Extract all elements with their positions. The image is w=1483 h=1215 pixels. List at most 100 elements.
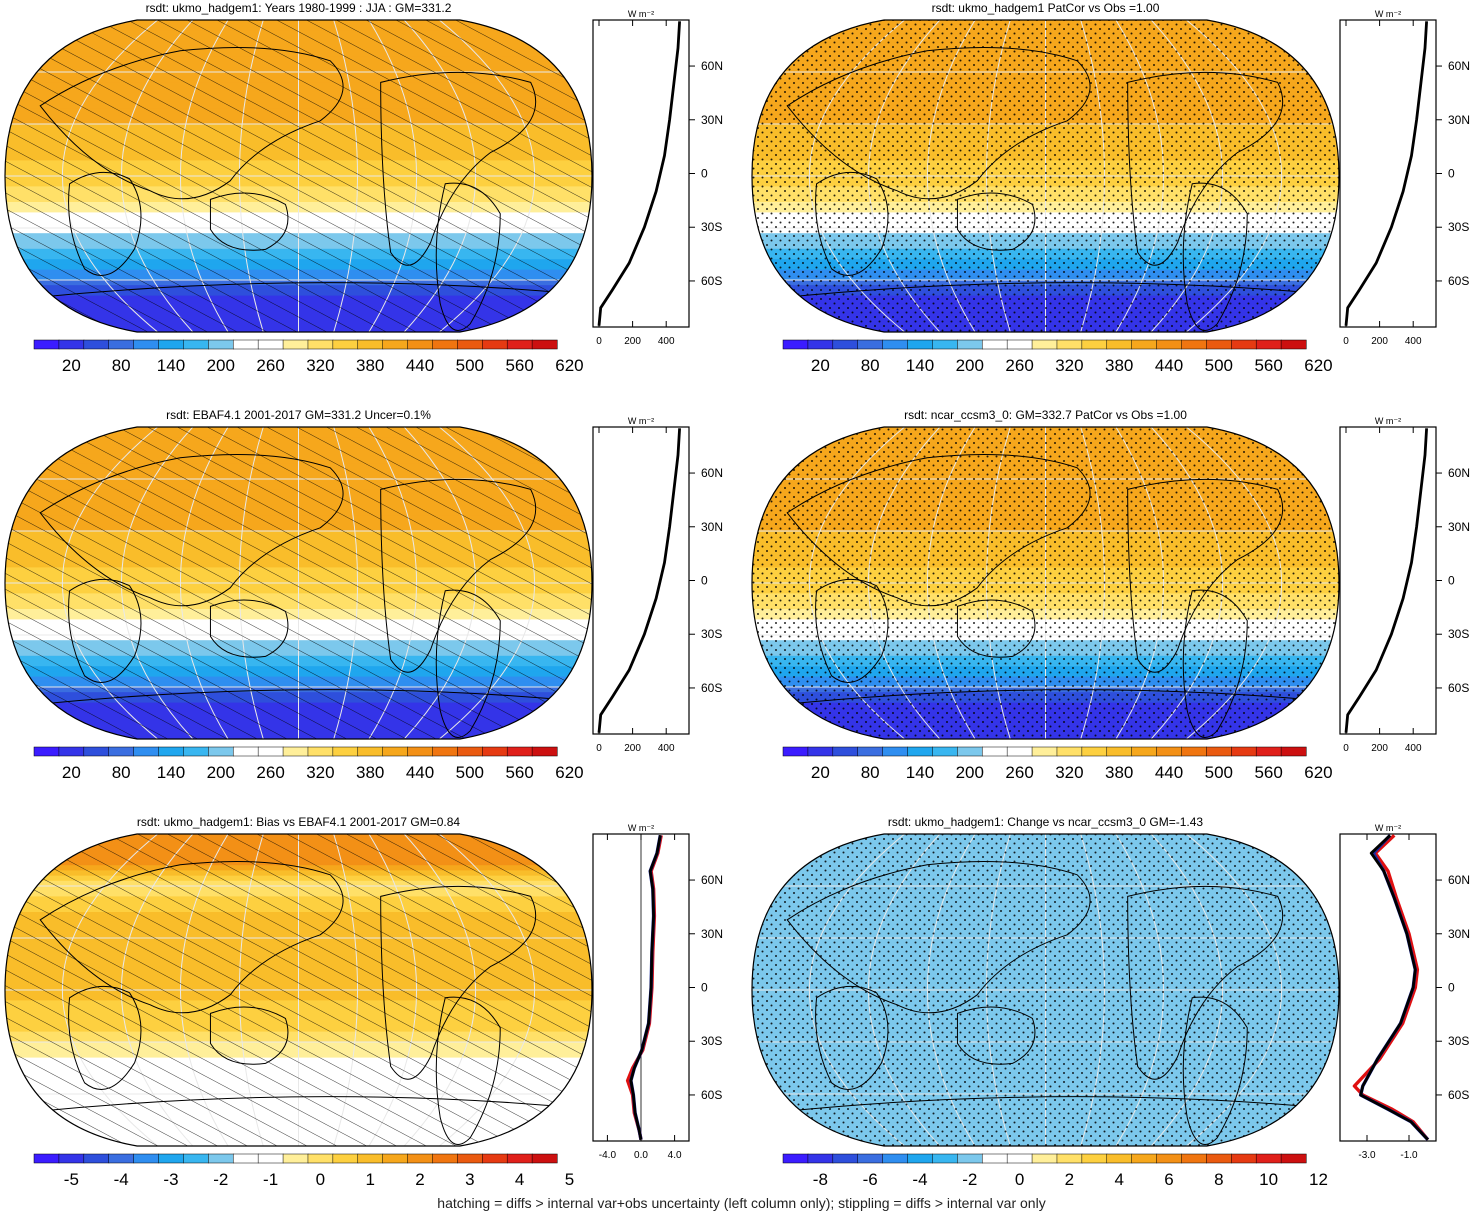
lat-tick-label: 0: [1448, 167, 1455, 181]
colorbar-swatch: [282, 339, 309, 350]
lat-tick-label: 30S: [701, 1034, 722, 1048]
colorbar-label: 200: [956, 356, 984, 375]
colorbar-label: 200: [956, 763, 984, 782]
colorbar-swatch: [1181, 746, 1207, 757]
colorbar-swatch: [981, 1153, 1008, 1164]
lat-tick-label: 30S: [701, 627, 722, 641]
colorbar-swatch: [932, 1153, 958, 1164]
colorbar-swatch: [1006, 746, 1033, 757]
colorbar-swatch: [232, 746, 259, 757]
colorbar-label: 500: [1205, 356, 1233, 375]
colorbar-swatch: [208, 746, 234, 757]
colorbar-swatch: [907, 1153, 933, 1164]
colorbar-swatch: [307, 1153, 334, 1164]
colorbar-swatch: [83, 1153, 110, 1164]
panel-2: rsdt: ukmo_hadgem1 PatCor vs Obs =1.00 20…: [751, 1, 1470, 375]
colorbar-label: 140: [906, 763, 934, 782]
colorbar-swatch: [357, 746, 384, 757]
coastline: [956, 599, 1036, 658]
colorbar-label: 80: [112, 763, 131, 782]
x-tick-label: 400: [1405, 743, 1422, 754]
colorbar-label: 260: [1005, 763, 1033, 782]
map: [5, 427, 592, 739]
coastline: [956, 1006, 1036, 1065]
lat-tick-label: 60N: [701, 466, 723, 480]
lat-tick-label: 30S: [1448, 627, 1469, 641]
lat-tick-label: 60N: [701, 59, 723, 73]
colorbar-swatch: [882, 1153, 909, 1164]
colorbar-swatch: [1056, 1153, 1083, 1164]
colorbar-label: 260: [256, 763, 284, 782]
colorbar-swatch: [782, 746, 809, 757]
colorbar-label: 260: [256, 356, 284, 375]
hatching-overlay: [5, 427, 592, 739]
panel-title: rsdt: ukmo_hadgem1 PatCor vs Obs =1.00: [932, 1, 1160, 15]
colorbar-swatch: [981, 746, 1008, 757]
panel-title: rsdt: ukmo_hadgem1: Years 1980-1999 : JJ…: [146, 1, 452, 15]
map-outline: [4, 833, 593, 1147]
lat-tick-label: 0: [1448, 981, 1455, 995]
colorbar-swatch: [782, 339, 809, 350]
profile-line: [597, 21, 681, 326]
coastline: [39, 860, 344, 1014]
zonal-profile: W m⁻² 60N 30N 0 30S 60S 0 200 400: [1339, 416, 1470, 754]
colorbar-swatch: [957, 746, 983, 757]
colorbar-swatch: [133, 339, 160, 350]
colorbar-swatch: [506, 1153, 533, 1164]
colorbar-label: -1: [263, 1170, 278, 1189]
colorbar-swatch: [1106, 746, 1133, 757]
coastline: [209, 599, 289, 658]
lat-tick-label: 60S: [701, 681, 722, 695]
map-outline: [4, 19, 593, 333]
panel-5: rsdt: ukmo_hadgem1: Bias vs EBAF4.1 2001…: [4, 815, 723, 1189]
lat-tick-label: 30N: [1448, 520, 1470, 534]
lat-tick-label: 0: [1448, 574, 1455, 588]
colorbar-swatch: [1056, 746, 1083, 757]
colorbar-swatch: [58, 1153, 85, 1164]
map: [5, 834, 592, 1146]
colorbar-label: 3: [465, 1170, 474, 1189]
coastline: [815, 578, 889, 683]
colorbar-swatch: [1006, 339, 1033, 350]
colorbar-swatch: [33, 1153, 60, 1164]
map-outline: [751, 19, 1340, 333]
colorbar-swatch: [158, 339, 184, 350]
profile-line: [597, 428, 681, 733]
colorbar-swatch: [108, 339, 135, 350]
panel-1: rsdt: ukmo_hadgem1: Years 1980-1999 : JJ…: [4, 1, 723, 375]
colorbar-swatch: [257, 339, 284, 350]
lat-tick-label: 30S: [1448, 1034, 1469, 1048]
colorbar-swatch: [857, 339, 884, 350]
colorbar-label: 80: [112, 356, 131, 375]
x-tick-label: 4.0: [668, 1150, 682, 1161]
colorbar-label: 4: [1114, 1170, 1123, 1189]
colorbar-swatch: [1081, 1153, 1108, 1164]
coastline: [815, 171, 889, 276]
colorbar-swatch: [457, 1153, 483, 1164]
panel-title: rsdt: ukmo_hadgem1: Change vs ncar_ccsm3…: [888, 815, 1203, 829]
colorbar-swatch: [807, 339, 834, 350]
colorbar-label: 200: [207, 356, 235, 375]
colorbar-swatch: [1031, 1153, 1058, 1164]
coastline: [786, 453, 1091, 607]
colorbar-swatch: [1255, 339, 1282, 350]
lat-tick-label: 60S: [1448, 681, 1469, 695]
colorbar-swatch: [1280, 339, 1307, 350]
colorbar-label: 500: [456, 763, 484, 782]
colorbar-swatch: [506, 339, 533, 350]
colorbar-label: 320: [306, 356, 334, 375]
colorbar-swatch: [1231, 1153, 1257, 1164]
colorbar-swatch: [932, 746, 958, 757]
lat-tick-label: 30N: [1448, 927, 1470, 941]
colorbar-swatch: [407, 1153, 434, 1164]
zonal-profile: W m⁻² 60N 30N 0 30S 60S 0 200 400: [1339, 9, 1470, 347]
colorbar-swatch: [1206, 1153, 1232, 1164]
colorbar-swatch: [83, 339, 110, 350]
colorbar-swatch: [332, 1153, 359, 1164]
coastline: [380, 71, 537, 266]
x-tick-label: 200: [1371, 743, 1388, 754]
panel-title: rsdt: ncar_ccsm3_0: GM=332.7 PatCor vs O…: [904, 408, 1187, 422]
colorbar-swatch: [183, 746, 209, 757]
panel-4: rsdt: ncar_ccsm3_0: GM=332.7 PatCor vs O…: [751, 408, 1470, 782]
colorbar-label: 0: [1015, 1170, 1024, 1189]
